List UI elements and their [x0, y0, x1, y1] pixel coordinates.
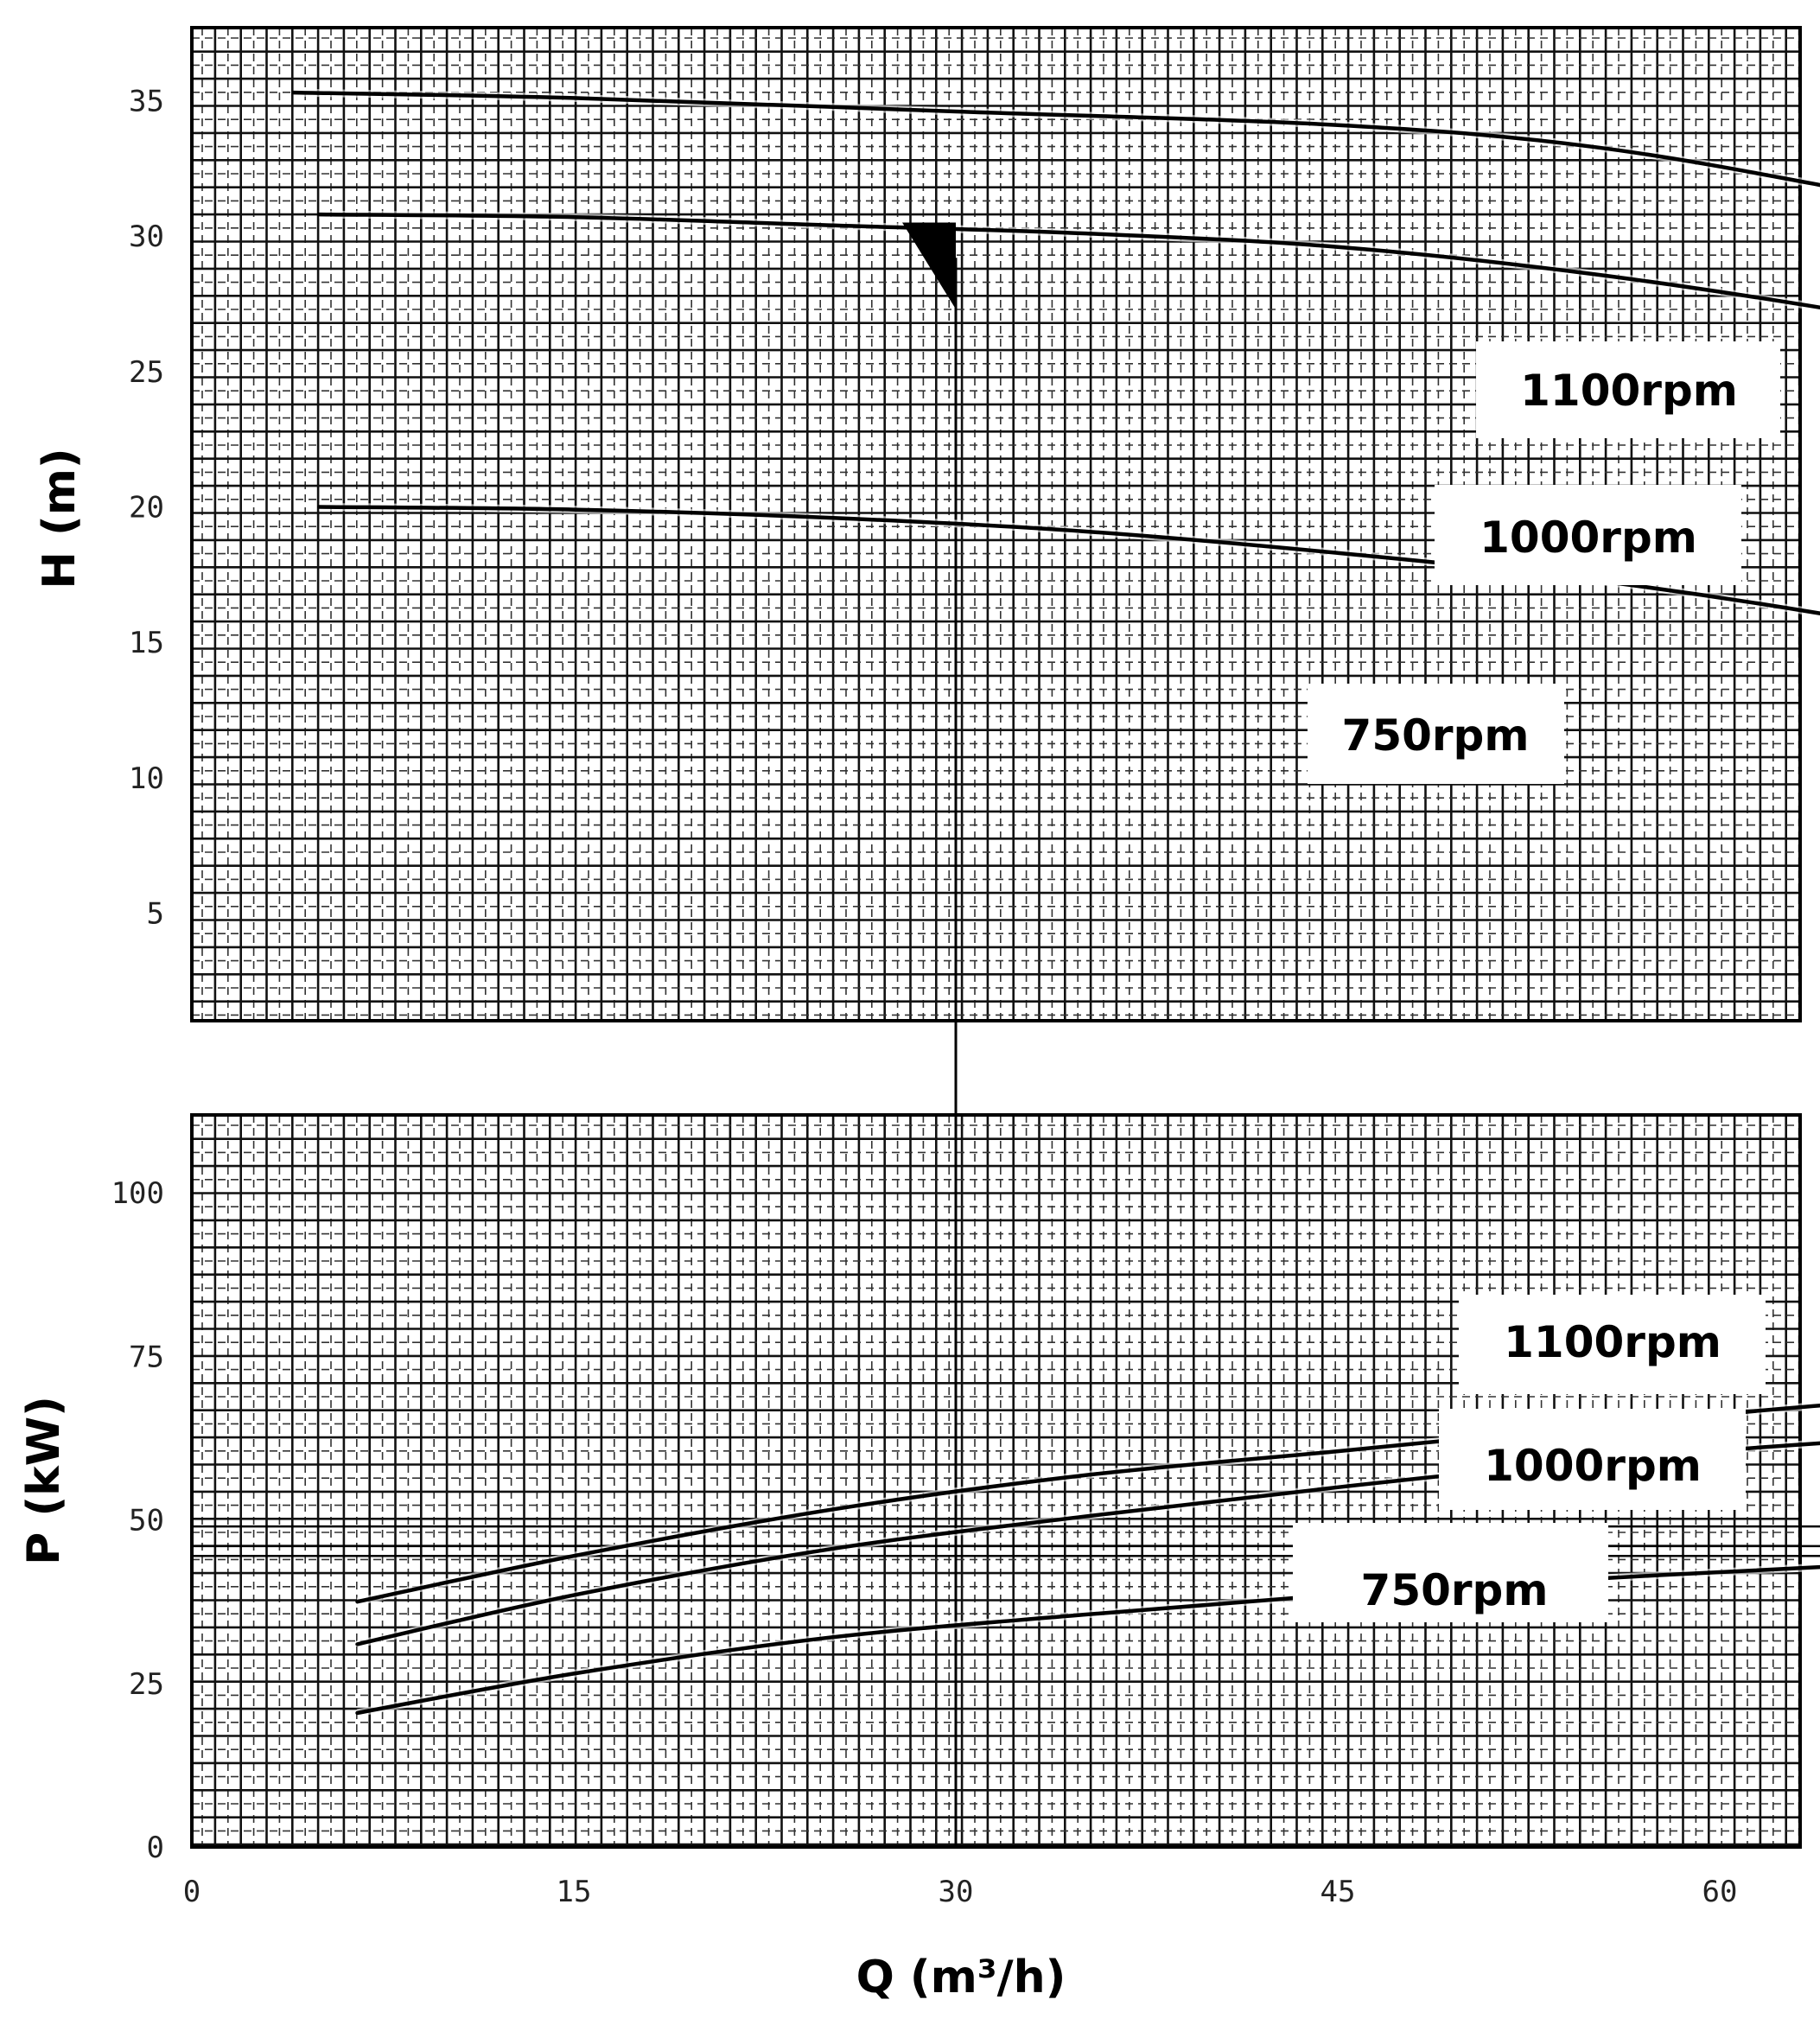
power-y-tick-label: 25 [129, 1667, 164, 1702]
head-y-tick-label: 35 [129, 85, 164, 119]
frame-layer [190, 26, 1802, 1849]
power-plot-frame [190, 1113, 1802, 1849]
head-y-tick-label: 20 [129, 490, 164, 525]
power-y-tick-label: 50 [129, 1504, 164, 1538]
power-curve-label: 1100rpm [1504, 1317, 1721, 1367]
head-curve-label: 1100rpm [1520, 366, 1738, 416]
flow-axis-title: Q (m³/h) [856, 1952, 1066, 2003]
head-plot-frame [190, 26, 1802, 1022]
tick-layer: 5101520253035025507510001530456075901051… [111, 85, 1738, 1910]
power-axis-title: P (kW) [18, 1396, 70, 1565]
head-y-tick-label: 25 [129, 355, 164, 390]
label-layer: 1100rpm 1000rpm 750rpm 1100rpm 1000rpm 750rpm [1293, 341, 1780, 1622]
x-tick-label: 30 [939, 1875, 974, 1909]
head-y-tick-label: 5 [147, 896, 164, 931]
x-tick-label: 15 [557, 1875, 592, 1909]
head-y-tick-label: 10 [129, 761, 164, 796]
head-y-tick-label: 30 [129, 220, 164, 254]
head-curve-1000rpm [317, 212, 1820, 310]
x-tick-label: 60 [1702, 1875, 1738, 1909]
head-curve-1100rpm [291, 90, 1820, 188]
head-y-tick-label: 15 [129, 626, 164, 660]
marker-layer [902, 222, 957, 309]
head-label-box [1435, 485, 1741, 585]
power-label-box [1459, 1295, 1766, 1394]
head-axis-title: H (m) [34, 448, 86, 589]
best-efficiency-marker [902, 222, 957, 309]
power-label-box [1293, 1523, 1608, 1622]
head-curve-label: 1000rpm [1480, 513, 1697, 563]
power-curve-label: 750rpm [1361, 1565, 1549, 1615]
head-curve-750rpm [317, 505, 1820, 615]
power-y-tick-label: 0 [147, 1831, 164, 1865]
power-y-tick-label: 75 [129, 1340, 164, 1374]
head-curve-label: 750rpm [1342, 710, 1530, 761]
x-tick-label: 0 [183, 1875, 200, 1909]
head-label-box [1308, 684, 1564, 784]
head-label-box [1476, 341, 1780, 438]
power-curve-label: 1000rpm [1484, 1441, 1702, 1491]
power-label-box [1439, 1409, 1746, 1510]
power-y-tick-label: 100 [111, 1176, 164, 1211]
x-tick-label: 45 [1320, 1875, 1356, 1909]
